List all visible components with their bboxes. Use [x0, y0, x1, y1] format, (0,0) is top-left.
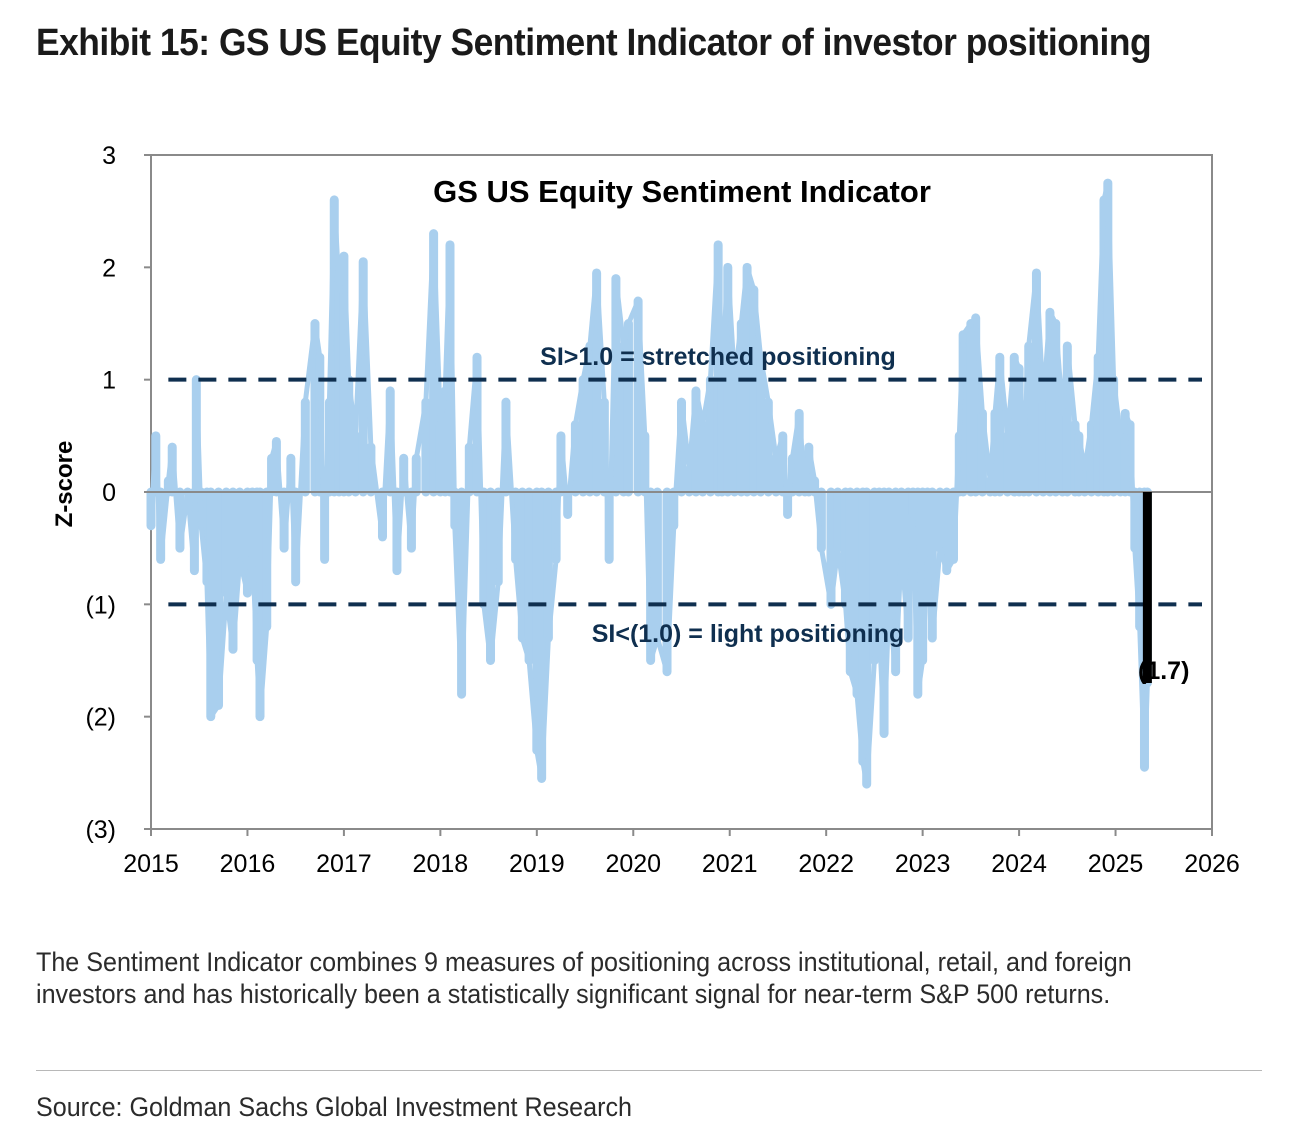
x-tick-label: 2023	[895, 850, 951, 878]
latest-value-label: (1.7)	[1138, 657, 1189, 685]
x-tick-label: 2021	[702, 850, 758, 878]
sentiment-chart: 3 2 1 0 (1) (2) (3)2015 2016 2017 2018 2019 2020 202…	[51, 142, 1240, 878]
light-label: SI<(1.0) = light positioning	[592, 620, 905, 648]
y-tick-label: (3)	[85, 816, 116, 844]
y-tick-label: 2	[102, 254, 116, 282]
x-tick-label: 2016	[220, 850, 276, 878]
x-tick-label: 2026	[1184, 850, 1240, 878]
x-tick-label: 2024	[991, 850, 1047, 878]
x-tick-label: 2020	[605, 850, 661, 878]
y-tick-label: (2)	[85, 704, 116, 732]
stretched-label: SI>1.0 = stretched positioning	[540, 343, 896, 371]
series-line	[148, 180, 1150, 787]
y-tick-label: 1	[102, 367, 116, 395]
y-axis-label: Z-score	[51, 441, 78, 528]
divider	[36, 1070, 1262, 1071]
x-tick-label: 2022	[798, 850, 854, 878]
y-tick-label: 3	[102, 142, 116, 170]
x-tick-label: 2015	[123, 850, 179, 878]
x-tick-label: 2018	[413, 850, 469, 878]
source-line: Source: Goldman Sachs Global Investment …	[36, 1092, 632, 1122]
y-tick-label: (1)	[85, 591, 116, 619]
chart-note: The Sentiment Indicator combines 9 measu…	[36, 947, 1132, 1009]
exhibit-title: Exhibit 15: GS US Equity Sentiment Indic…	[36, 22, 1152, 64]
x-tick-label: 2019	[509, 850, 565, 878]
chart-title: GS US Equity Sentiment Indicator	[433, 174, 931, 209]
x-tick-label: 2025	[1088, 850, 1144, 878]
x-tick-label: 2017	[316, 850, 372, 878]
y-tick-label: 0	[102, 479, 116, 507]
